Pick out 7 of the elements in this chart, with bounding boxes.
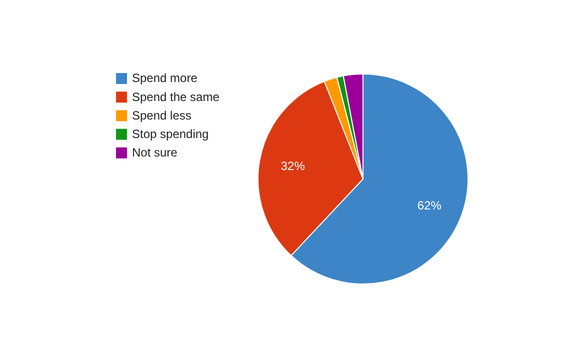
data-label: 62% xyxy=(417,198,442,212)
legend-label: Stop spending xyxy=(132,127,209,141)
legend-label: Spend less xyxy=(132,108,192,122)
data-label: 32% xyxy=(280,158,306,173)
legend-label: Spend more xyxy=(132,71,198,86)
legend-label: Spend the same xyxy=(132,90,220,104)
legend-label: Not sure xyxy=(132,146,178,160)
